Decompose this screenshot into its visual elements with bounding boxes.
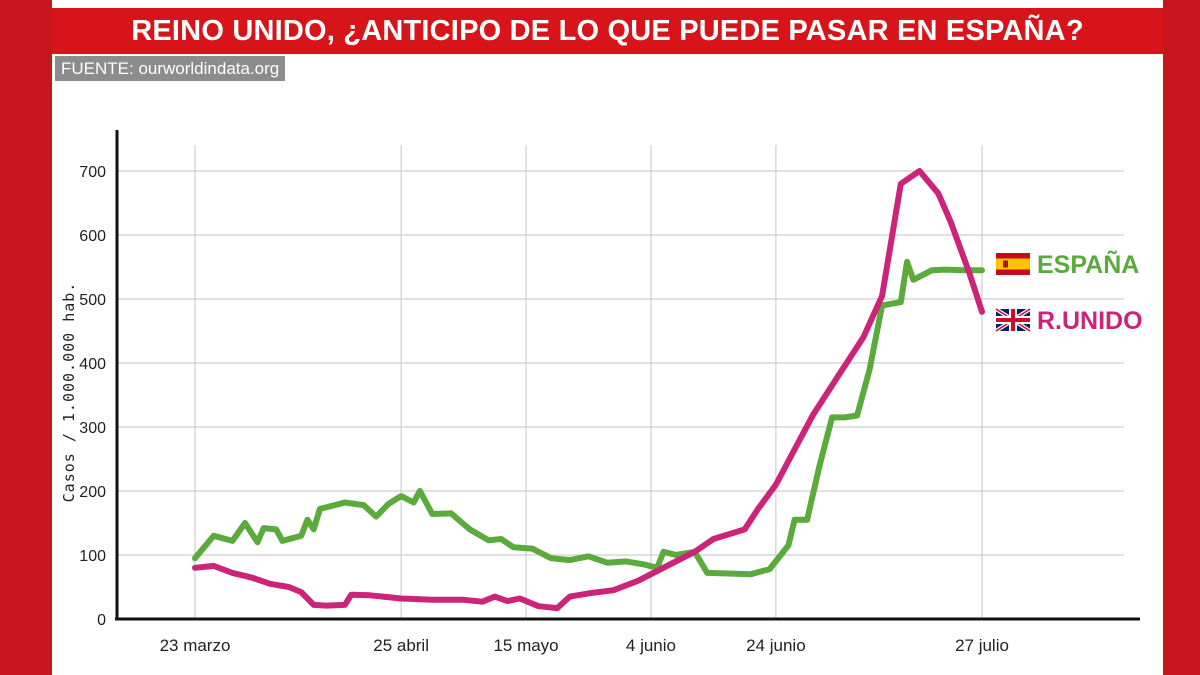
legend-label-reino-unido: R.UNIDO (1037, 307, 1143, 335)
chart-title: REINO UNIDO, ¿ANTICIPO DE LO QUE PUEDE P… (52, 8, 1163, 54)
y-axis-label: Casos / 1.000.000 hab. (60, 282, 78, 503)
series-lines (192, 168, 985, 612)
y-tick-label: 300 (79, 420, 106, 437)
y-tick-labels: 0 100 200 300 400 500 600 700 (79, 164, 106, 629)
y-tick-label: 0 (97, 612, 106, 629)
uk-flag-icon (994, 307, 1032, 333)
x-tick-label: 15 mayo (493, 636, 558, 655)
axes (115, 130, 1140, 621)
y-tick-label: 200 (79, 484, 106, 501)
chart-frame: REINO UNIDO, ¿ANTICIPO DE LO QUE PUEDE P… (52, 0, 1163, 675)
spain-flag-icon (996, 253, 1030, 275)
y-tick-label: 600 (79, 228, 106, 245)
y-tick-label: 100 (79, 548, 106, 565)
x-tick-label: 25 abril (373, 636, 429, 655)
y-tick-label: 500 (79, 292, 106, 309)
line-chart: 0 100 200 300 400 500 600 700 23 marzo 25 abril 1… (60, 130, 1143, 655)
legend-label-espana: ESPAÑA (1037, 249, 1139, 279)
legend: ESPAÑA R.UNIDO (994, 249, 1143, 335)
source-badge: FUENTE: ourworldindata.org (55, 56, 286, 81)
series-line-espana (192, 258, 985, 578)
x-tick-label: 4 junio (626, 636, 676, 655)
series-line-reino-unido (192, 168, 985, 612)
y-tick-label: 400 (79, 356, 106, 373)
x-tick-labels: 23 marzo 25 abril 15 mayo 4 junio 24 junio 27… (160, 636, 1009, 655)
x-tick-label: 23 marzo (160, 636, 231, 655)
y-tick-label: 700 (79, 164, 106, 181)
x-tick-label: 27 julio (955, 636, 1009, 655)
grid (117, 145, 1124, 619)
x-tick-label: 24 junio (746, 636, 806, 655)
